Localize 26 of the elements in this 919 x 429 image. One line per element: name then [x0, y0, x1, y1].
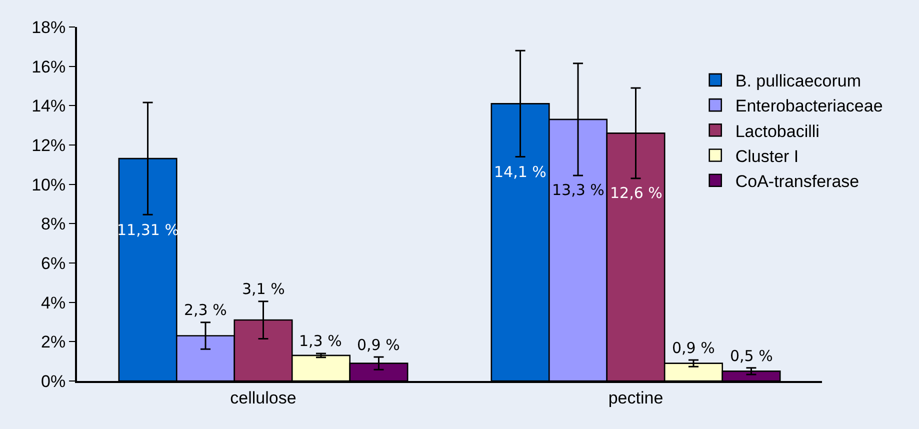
legend-label: CoA-transferase — [735, 172, 860, 191]
y-tick-label: 0% — [41, 372, 66, 391]
y-tick-label: 14% — [32, 96, 66, 116]
data-label: 0,5 % — [730, 347, 773, 365]
y-tick-label: 12% — [32, 136, 66, 155]
data-label: 3,1 % — [242, 280, 285, 298]
y-tick-label: 16% — [32, 57, 66, 76]
y-tick-label: 2% — [41, 332, 66, 352]
x-tick-label: cellulose — [230, 388, 296, 408]
data-label: 0,9 % — [672, 339, 715, 357]
y-tick-label: 8% — [41, 214, 66, 234]
data-label: 0,9 % — [357, 336, 400, 354]
y-tick-label: 6% — [41, 254, 66, 273]
data-label: 1,3 % — [299, 332, 342, 350]
legend-label: Lactobacilli — [735, 122, 820, 141]
x-tick-label: pectine — [608, 388, 664, 408]
legend-label: Enterobacteriaceae — [735, 96, 883, 116]
data-label: 2,3 % — [184, 301, 227, 319]
legend-label: Cluster I — [735, 146, 799, 166]
data-label: 14,1 % — [494, 163, 546, 181]
data-label: 12,6 % — [610, 184, 662, 202]
y-tick-label: 18% — [32, 18, 66, 37]
legend-label: B. pullicaecorum — [735, 72, 862, 91]
y-tick-label: 4% — [41, 293, 66, 312]
data-label: 13,3 % — [552, 181, 604, 199]
y-tick-label: 10% — [32, 175, 66, 194]
